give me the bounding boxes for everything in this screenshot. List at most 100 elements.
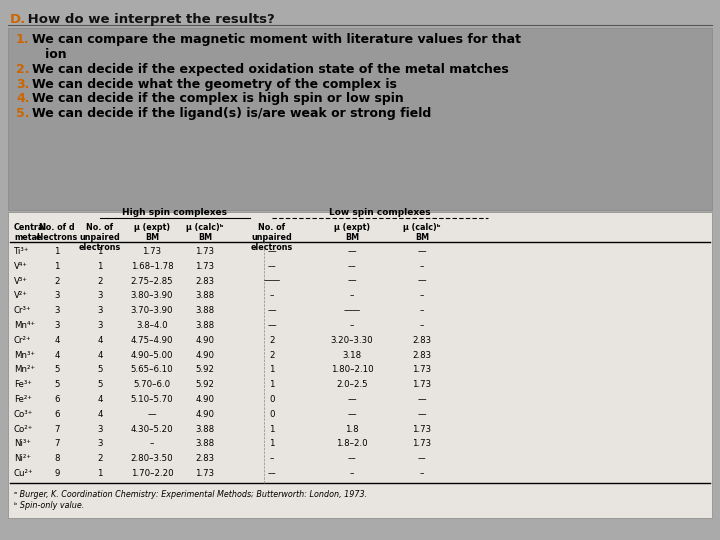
Text: 1.70–2.20: 1.70–2.20 bbox=[131, 469, 174, 478]
Text: 3.88: 3.88 bbox=[195, 321, 215, 330]
Text: 1: 1 bbox=[54, 262, 60, 271]
Text: Mn³⁺: Mn³⁺ bbox=[14, 350, 35, 360]
Text: 2: 2 bbox=[269, 350, 275, 360]
Text: 4.90: 4.90 bbox=[196, 395, 215, 404]
Text: Cr³⁺: Cr³⁺ bbox=[14, 306, 32, 315]
Text: We can decide if the expected oxidation state of the metal matches: We can decide if the expected oxidation … bbox=[32, 63, 509, 76]
Text: 4: 4 bbox=[97, 410, 103, 419]
Text: 2.83: 2.83 bbox=[413, 336, 431, 345]
Text: How do we interpret the results?: How do we interpret the results? bbox=[23, 13, 275, 26]
Text: 5.10–5.70: 5.10–5.70 bbox=[131, 395, 174, 404]
Text: 3: 3 bbox=[97, 306, 103, 315]
Text: ᵇ Spin-only value.: ᵇ Spin-only value. bbox=[14, 501, 84, 510]
Text: 3: 3 bbox=[97, 321, 103, 330]
Text: 1.80–2.10: 1.80–2.10 bbox=[330, 366, 373, 374]
Text: 2: 2 bbox=[97, 454, 103, 463]
Text: 5: 5 bbox=[54, 366, 60, 374]
Text: –: – bbox=[270, 454, 274, 463]
Text: –: – bbox=[420, 262, 424, 271]
Text: 1: 1 bbox=[97, 247, 103, 256]
Text: ––: –– bbox=[418, 454, 426, 463]
Text: 2: 2 bbox=[269, 336, 275, 345]
Text: Mn⁴⁺: Mn⁴⁺ bbox=[14, 321, 35, 330]
Text: —: — bbox=[348, 395, 356, 404]
Text: 4: 4 bbox=[97, 395, 103, 404]
Text: 3.: 3. bbox=[16, 78, 30, 91]
Text: 3: 3 bbox=[54, 321, 60, 330]
Text: 7: 7 bbox=[54, 424, 60, 434]
Text: 3.80–3.90: 3.80–3.90 bbox=[131, 292, 174, 300]
Text: 3.88: 3.88 bbox=[195, 292, 215, 300]
Text: No. of d
electrons: No. of d electrons bbox=[36, 223, 78, 242]
Text: —: — bbox=[348, 247, 356, 256]
Text: —: — bbox=[268, 321, 276, 330]
Text: 2.83: 2.83 bbox=[195, 276, 215, 286]
Text: –: – bbox=[420, 469, 424, 478]
Text: 1: 1 bbox=[97, 469, 103, 478]
Text: 1.73: 1.73 bbox=[143, 247, 161, 256]
Text: 1: 1 bbox=[269, 366, 275, 374]
Text: 3.20–3.30: 3.20–3.30 bbox=[330, 336, 373, 345]
Text: We can decide if the complex is high spin or low spin: We can decide if the complex is high spi… bbox=[32, 92, 404, 105]
Text: 4.75–4.90: 4.75–4.90 bbox=[131, 336, 174, 345]
Text: –: – bbox=[350, 292, 354, 300]
Text: 1: 1 bbox=[97, 262, 103, 271]
Text: 4: 4 bbox=[97, 336, 103, 345]
Text: 3: 3 bbox=[97, 292, 103, 300]
Text: –: – bbox=[420, 292, 424, 300]
Text: 2.0–2.5: 2.0–2.5 bbox=[336, 380, 368, 389]
Text: ––: –– bbox=[348, 262, 356, 271]
Text: 6: 6 bbox=[54, 410, 60, 419]
Text: 5: 5 bbox=[97, 380, 103, 389]
Text: ––: –– bbox=[348, 454, 356, 463]
Text: 4: 4 bbox=[54, 336, 60, 345]
Text: 1.73: 1.73 bbox=[195, 469, 215, 478]
Text: High spin complexes: High spin complexes bbox=[122, 208, 228, 217]
Text: 1.: 1. bbox=[16, 33, 30, 46]
Text: 3.88: 3.88 bbox=[195, 306, 215, 315]
Text: 4.: 4. bbox=[16, 92, 30, 105]
Text: 5: 5 bbox=[54, 380, 60, 389]
Text: 2.83: 2.83 bbox=[195, 454, 215, 463]
Text: 1.68–1.78: 1.68–1.78 bbox=[131, 262, 174, 271]
Text: μ (calc)ᵇ
BM: μ (calc)ᵇ BM bbox=[403, 223, 441, 242]
Text: 3: 3 bbox=[97, 440, 103, 448]
FancyBboxPatch shape bbox=[8, 28, 712, 210]
Text: Ti³⁺: Ti³⁺ bbox=[14, 247, 30, 256]
Text: 1.73: 1.73 bbox=[195, 247, 215, 256]
Text: ᵃ Burger, K. Coordination Chemistry: Experimental Methods; Butterworth: London, : ᵃ Burger, K. Coordination Chemistry: Exp… bbox=[14, 490, 367, 499]
Text: V⁴⁺: V⁴⁺ bbox=[14, 262, 28, 271]
Text: –: – bbox=[270, 292, 274, 300]
Text: ion: ion bbox=[32, 48, 67, 61]
Text: —: — bbox=[268, 247, 276, 256]
Text: –: – bbox=[150, 440, 154, 448]
Text: Fe²⁺: Fe²⁺ bbox=[14, 395, 32, 404]
Text: –: – bbox=[420, 306, 424, 315]
Text: Co³⁺: Co³⁺ bbox=[14, 410, 33, 419]
Text: 5.: 5. bbox=[16, 107, 30, 120]
Text: μ (expt)
BM: μ (expt) BM bbox=[134, 223, 170, 242]
Text: 3: 3 bbox=[97, 424, 103, 434]
Text: 2.80–3.50: 2.80–3.50 bbox=[131, 454, 174, 463]
Text: Cr²⁺: Cr²⁺ bbox=[14, 336, 32, 345]
Text: –: – bbox=[420, 321, 424, 330]
Text: 1.8–2.0: 1.8–2.0 bbox=[336, 440, 368, 448]
Text: ––: –– bbox=[268, 262, 276, 271]
Text: No. of
unpaired
electrons: No. of unpaired electrons bbox=[251, 223, 293, 252]
Text: —: — bbox=[418, 247, 426, 256]
Text: 4.90: 4.90 bbox=[196, 336, 215, 345]
Text: –: – bbox=[350, 321, 354, 330]
Text: We can compare the magnetic moment with literature values for that: We can compare the magnetic moment with … bbox=[32, 33, 521, 46]
Text: 2.75–2.85: 2.75–2.85 bbox=[131, 276, 174, 286]
Text: 4.90: 4.90 bbox=[196, 350, 215, 360]
Text: 1: 1 bbox=[269, 440, 275, 448]
Text: 2.: 2. bbox=[16, 63, 30, 76]
Text: We can decide what the geometry of the complex is: We can decide what the geometry of the c… bbox=[32, 78, 397, 91]
Text: Co²⁺: Co²⁺ bbox=[14, 424, 33, 434]
Text: Mn²⁺: Mn²⁺ bbox=[14, 366, 35, 374]
Text: 3: 3 bbox=[54, 292, 60, 300]
Text: V³⁺: V³⁺ bbox=[14, 276, 28, 286]
Text: 5.92: 5.92 bbox=[196, 380, 215, 389]
Text: 3.88: 3.88 bbox=[195, 424, 215, 434]
Text: 4.90: 4.90 bbox=[196, 410, 215, 419]
